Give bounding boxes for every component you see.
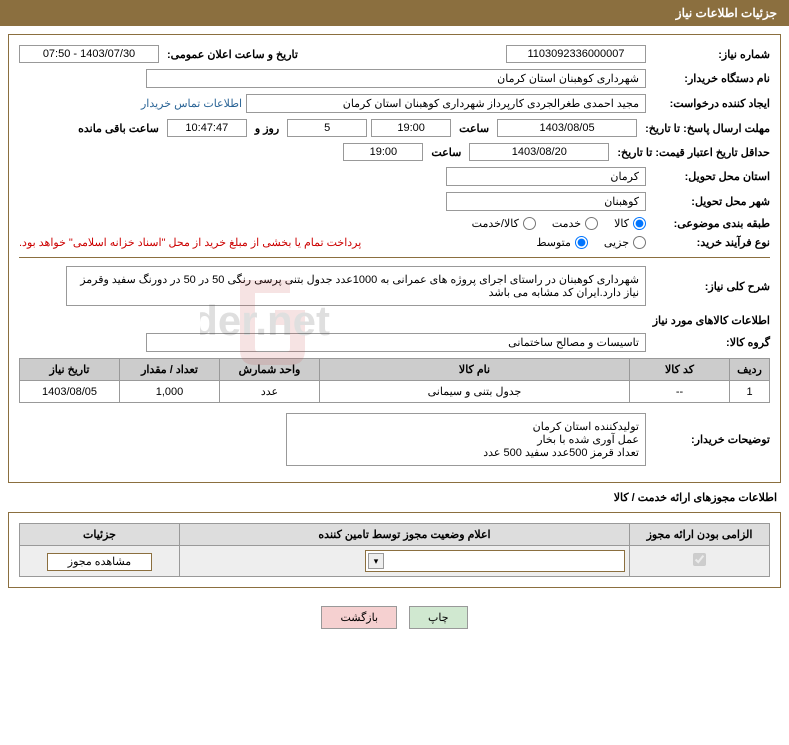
mandatory-checkbox [693, 553, 706, 566]
action-buttons: چاپ بازگشت [0, 596, 789, 639]
category-label: طبقه بندی موضوعی: [650, 217, 770, 230]
category-radios: کالا خدمت کالا/خدمت [472, 217, 646, 230]
cat-both-option[interactable]: کالا/خدمت [472, 217, 536, 230]
page-header: جزئیات اطلاعات نیاز [0, 0, 789, 26]
desc-text: شهرداری کوهبنان در راستای اجرای پروژه ها… [66, 266, 646, 306]
province-value: کرمان [446, 167, 646, 186]
cell-row: 1 [730, 381, 770, 403]
permits-section: الزامی بودن ارائه مجوز اعلام وضعیت مجوز … [8, 512, 781, 588]
buyer-org-value: شهرداری کوهبنان استان کرمان [146, 69, 646, 88]
cat-goods-radio[interactable] [633, 217, 646, 230]
validity-date: 1403/08/20 [469, 143, 609, 161]
status-cell: ▾ [180, 546, 630, 577]
proc-medium-option[interactable]: متوسط [536, 236, 588, 249]
group-value: تاسیسات و مصالح ساختمانی [146, 333, 646, 352]
city-value: کوهبنان [446, 192, 646, 211]
cell-code: -- [630, 381, 730, 403]
cat-service-radio[interactable] [585, 217, 598, 230]
need-number-label: شماره نیاز: [650, 48, 770, 61]
mandatory-cell [630, 546, 770, 577]
process-radios: جزیی متوسط [536, 236, 646, 249]
page-title: جزئیات اطلاعات نیاز [676, 6, 777, 20]
buyer-org-label: نام دستگاه خریدار: [650, 72, 770, 85]
cat-service-option[interactable]: خدمت [552, 217, 598, 230]
cat-goods-option[interactable]: کالا [614, 217, 646, 230]
permits-table: الزامی بودن ارائه مجوز اعلام وضعیت مجوز … [19, 523, 770, 577]
proc-small-radio[interactable] [633, 236, 646, 249]
requester-value: مجید احمدی طغرالجردی کارپرداز شهرداری کو… [246, 94, 646, 113]
days-label: روز و [251, 122, 283, 135]
th-name: نام کالا [320, 359, 630, 381]
days-remaining: 5 [287, 119, 367, 137]
deadline-label: مهلت ارسال پاسخ: تا تاریخ: [641, 122, 770, 135]
items-title: اطلاعات کالاهای مورد نیاز [19, 314, 770, 327]
time-label-2: ساعت [427, 146, 465, 159]
th-date: تاریخ نیاز [20, 359, 120, 381]
process-label: نوع فرآیند خرید: [650, 236, 770, 249]
print-button[interactable]: چاپ [409, 606, 468, 629]
view-permit-button[interactable]: مشاهده مجوز [47, 553, 152, 571]
need-number-value: 1103092336000007 [506, 45, 646, 63]
validity-time: 19:00 [343, 143, 423, 161]
contact-link[interactable]: اطلاعات تماس خریدار [141, 97, 242, 110]
cell-name: جدول بتنی و سیمانی [320, 381, 630, 403]
th-row: ردیف [730, 359, 770, 381]
cell-date: 1403/08/05 [20, 381, 120, 403]
buyer-notes: تولیدکننده استان کرمان عمل آوری شده با ب… [286, 413, 646, 466]
deadline-date: 1403/08/05 [497, 119, 637, 137]
cell-unit: عدد [220, 381, 320, 403]
desc-label: شرح کلی نیاز: [650, 280, 770, 293]
proc-medium-radio[interactable] [575, 236, 588, 249]
status-dropdown[interactable]: ▾ [365, 550, 625, 572]
th-status: اعلام وضعیت مجوز توسط تامین کننده [180, 524, 630, 546]
payment-note: پرداخت تمام یا بخشی از مبلغ خرید از محل … [19, 236, 361, 249]
announce-label: تاریخ و ساعت اعلان عمومی: [163, 48, 302, 61]
th-details: جزئیات [20, 524, 180, 546]
group-label: گروه کالا: [650, 336, 770, 349]
buyer-notes-label: توضیحات خریدار: [650, 433, 770, 446]
remaining-label: ساعت باقی مانده [74, 122, 163, 135]
announce-value: 1403/07/30 - 07:50 [19, 45, 159, 63]
details-cell: مشاهده مجوز [20, 546, 180, 577]
province-label: استان محل تحویل: [650, 170, 770, 183]
permit-row: ▾ مشاهده مجوز [20, 546, 770, 577]
time-remaining: 10:47:47 [167, 119, 247, 137]
th-mandatory: الزامی بودن ارائه مجوز [630, 524, 770, 546]
time-label-1: ساعت [455, 122, 493, 135]
cell-qty: 1,000 [120, 381, 220, 403]
deadline-time: 19:00 [371, 119, 451, 137]
requester-label: ایجاد کننده درخواست: [650, 97, 770, 110]
back-button[interactable]: بازگشت [321, 606, 397, 629]
items-table: ردیف کد کالا نام کالا واحد شمارش تعداد /… [19, 358, 770, 403]
proc-small-option[interactable]: جزیی [604, 236, 646, 249]
validity-label: حداقل تاریخ اعتبار قیمت: تا تاریخ: [613, 146, 770, 159]
th-code: کد کالا [630, 359, 730, 381]
city-label: شهر محل تحویل: [650, 195, 770, 208]
main-section: شماره نیاز: 1103092336000007 تاریخ و ساع… [8, 34, 781, 483]
cat-both-radio[interactable] [523, 217, 536, 230]
chevron-down-icon: ▾ [368, 553, 384, 569]
table-row: 1 -- جدول بتنی و سیمانی عدد 1,000 1403/0… [20, 381, 770, 403]
permits-title: اطلاعات مجوزهای ارائه خدمت / کالا [8, 491, 781, 504]
th-unit: واحد شمارش [220, 359, 320, 381]
th-qty: تعداد / مقدار [120, 359, 220, 381]
